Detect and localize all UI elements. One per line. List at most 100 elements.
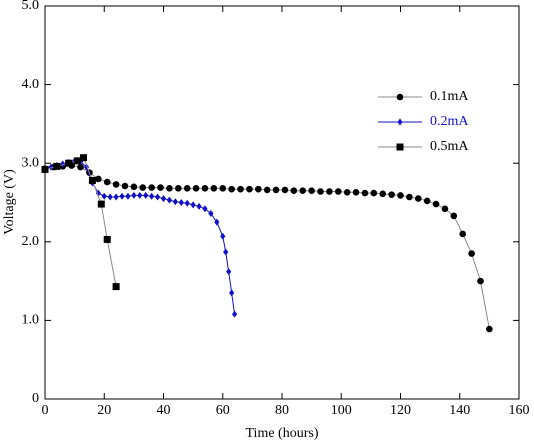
point (97, 200, 105, 208)
point (254, 185, 262, 193)
point (196, 202, 202, 210)
point (112, 283, 120, 291)
plot-frame (44, 5, 520, 400)
point (229, 289, 235, 297)
point (101, 192, 107, 200)
point (228, 185, 235, 193)
x-axis-label: Time (hours) (246, 426, 319, 441)
point (53, 162, 61, 170)
point (379, 190, 387, 198)
point (343, 188, 351, 196)
point (219, 185, 227, 192)
point (137, 191, 143, 199)
y-tick-label: 3.0 (22, 155, 40, 170)
x-tick-label: 140 (449, 403, 470, 418)
x-tick-label: 40 (157, 403, 171, 418)
legend-label: 0.5mA (430, 139, 469, 154)
point (237, 185, 244, 193)
point (263, 186, 271, 194)
legend-label: 0.1mA (430, 89, 469, 104)
x-tick-label: 120 (390, 403, 411, 418)
point (77, 163, 84, 171)
point (154, 193, 161, 201)
point (148, 184, 155, 191)
point (396, 143, 404, 151)
point (468, 250, 475, 257)
series-line (44, 156, 117, 287)
point (172, 198, 178, 206)
x-tick-label: 100 (331, 403, 352, 418)
point (352, 188, 360, 196)
point (281, 186, 289, 194)
point (361, 189, 369, 197)
point (214, 218, 220, 226)
y-tick-label: 0 (32, 391, 39, 406)
point (41, 165, 49, 173)
point (149, 192, 155, 200)
point (139, 184, 147, 191)
point (272, 186, 280, 194)
x-tick-label: 20 (97, 403, 111, 418)
point (184, 199, 190, 207)
point (95, 189, 101, 197)
point (397, 192, 404, 199)
legend-label: 0.2mA (430, 114, 469, 129)
point (388, 191, 395, 198)
point (202, 205, 208, 213)
point (220, 232, 226, 240)
point (308, 187, 315, 195)
point (175, 185, 182, 192)
point (166, 196, 173, 204)
point (201, 185, 209, 192)
point (130, 183, 138, 191)
point (65, 159, 73, 167)
point (160, 195, 167, 203)
point (121, 182, 129, 190)
point (131, 191, 137, 199)
point (414, 195, 422, 202)
point (143, 191, 149, 199)
y-tick-label: 4.0 (22, 77, 40, 92)
point (103, 178, 111, 186)
point (232, 310, 238, 318)
point (107, 193, 113, 201)
point (119, 192, 125, 200)
point (397, 118, 403, 126)
x-tick-label: 80 (275, 403, 289, 418)
point (113, 193, 119, 201)
point (210, 185, 218, 192)
point (48, 163, 54, 171)
point (450, 212, 458, 220)
point (95, 175, 102, 183)
series-line (44, 160, 236, 315)
point (432, 200, 440, 208)
y-tick-label: 2.0 (22, 234, 40, 249)
point (299, 187, 307, 195)
point (423, 197, 431, 205)
point (166, 185, 173, 192)
point (246, 185, 253, 193)
x-tick-label: 60 (216, 403, 230, 418)
point (326, 188, 333, 195)
point (226, 268, 232, 276)
point (157, 184, 164, 191)
point (208, 210, 214, 218)
y-tick-label: 5.0 (22, 0, 40, 13)
point (80, 154, 88, 162)
y-tick-label: 1.0 (22, 313, 40, 328)
point (60, 160, 66, 168)
y-axis-label: Voltage (V) (2, 169, 17, 235)
point (396, 93, 404, 101)
point (334, 188, 342, 195)
point (112, 181, 120, 188)
point (125, 192, 131, 200)
point (192, 185, 200, 192)
point (370, 189, 378, 197)
point (103, 235, 111, 243)
point (190, 201, 196, 209)
point (223, 248, 229, 256)
point (178, 199, 184, 206)
point (88, 176, 96, 184)
point (459, 230, 467, 238)
